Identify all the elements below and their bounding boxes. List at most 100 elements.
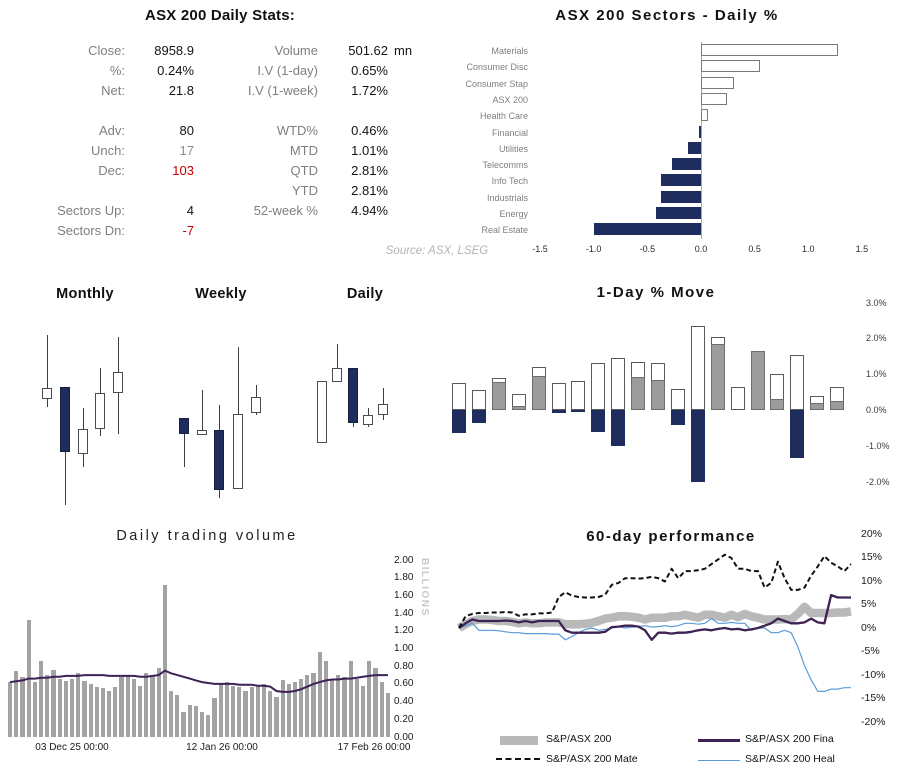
stats-value: -7 (182, 223, 194, 238)
stats-value: 21.8 (168, 83, 194, 98)
close-bar-negative (690, 410, 705, 482)
one-day-axis-tick: 2.0% (866, 333, 887, 344)
sectors-zero-axis (701, 42, 702, 239)
sector-axis-tick: 1.5 (855, 244, 869, 254)
stats-label: Sectors Dn: (57, 223, 125, 238)
volume-axis-tick: 1.20 (394, 625, 414, 637)
volume-bar (385, 692, 390, 737)
volume-bar (311, 673, 316, 737)
volume-date-tick: 17 Feb 26 00:00 (337, 742, 411, 753)
range-bar (452, 383, 466, 410)
sector-bar (701, 92, 727, 105)
candle-wick (46, 335, 48, 407)
candle-wick (201, 390, 203, 435)
stats-value: 0.65% (351, 63, 388, 78)
stats-value: 1.01% (351, 143, 388, 158)
close-bar-positive (531, 375, 546, 410)
volume-bar (193, 706, 198, 737)
volume-bar (20, 676, 25, 737)
range-bar (690, 325, 705, 410)
sector-label: Real Estate (481, 225, 528, 236)
volume-bar (45, 675, 50, 737)
stats-value: 4.94% (351, 203, 388, 218)
volume-axis-tick: 1.60 (394, 589, 414, 601)
volume-bar (169, 690, 174, 737)
close-bar-negative (790, 410, 805, 459)
stats-value: 501.62 (348, 43, 388, 58)
sector-bar (672, 158, 701, 171)
candle-panel-title: Daily (346, 286, 384, 302)
sector-axis-tick: 1.0 (802, 244, 815, 254)
performance-axis-tick: 10% (861, 574, 883, 587)
volume-bar (88, 683, 93, 737)
volume-axis-tick: 0.20 (394, 713, 414, 725)
sector-label: Telecomms (482, 160, 528, 171)
sector-label: Materials (491, 46, 528, 56)
volume-bar (243, 690, 248, 737)
one-day-axis-tick: 1.0% (866, 369, 887, 380)
candle-body (251, 397, 261, 413)
close-bar-negative (611, 410, 626, 446)
volume-bar (200, 712, 205, 737)
volume-bar (187, 705, 192, 737)
close-bar-positive (511, 406, 526, 410)
one-day-axis-tick: 3.0% (866, 297, 887, 308)
range-bar (551, 383, 566, 410)
range-bar (471, 390, 486, 410)
volume-bar (125, 675, 130, 737)
volume-axis-tick: 0.60 (394, 678, 414, 690)
volume-bar (14, 670, 19, 737)
volume-axis-tick: 0.40 (394, 696, 414, 708)
volume-bar (373, 667, 378, 737)
stats-value: 8958.9 (154, 43, 194, 58)
one-day-move-title: 1-Day % Move (596, 284, 716, 301)
stats-value: 0.24% (157, 63, 194, 78)
candle-body (332, 368, 342, 382)
performance-axis-tick: -5% (861, 645, 880, 657)
volume-bar (274, 697, 279, 737)
volume-axis-tick: 2.00 (394, 554, 414, 566)
volume-unit-label: BILLIONS (419, 558, 430, 617)
close-bar-negative (571, 410, 586, 413)
volume-bar (342, 676, 347, 737)
volume-bar (323, 660, 329, 737)
legend-label: S&P/ASX 200 Mate (546, 753, 638, 765)
legend-label: S&P/ASX 200 Fina (745, 733, 834, 745)
stats-panel-title: ASX 200 Daily Stats: (145, 7, 295, 24)
stats-label: Adv: (98, 123, 125, 138)
volume-axis-tick: 0.80 (394, 660, 414, 672)
volume-bar (162, 584, 168, 737)
volume-bar (379, 682, 384, 737)
candle-body (214, 430, 224, 490)
performance-axis-tick: 20% (861, 527, 883, 540)
stats-value: 103 (172, 163, 194, 178)
close-bar-positive (710, 343, 725, 410)
volume-axis-tick: 1.80 (394, 572, 414, 584)
close-bar-negative (452, 410, 466, 434)
legend-swatch-purple (698, 739, 740, 742)
volume-bar (206, 714, 211, 737)
candle-body (95, 393, 105, 429)
stats-label: Volume (274, 43, 318, 58)
range-bar (670, 388, 685, 410)
stats-label: YTD (292, 183, 318, 198)
candle-panel-title: Monthly (56, 286, 114, 302)
volume-bar (354, 679, 360, 737)
volume-bar (150, 675, 155, 737)
legend-swatch-blue (698, 759, 740, 761)
volume-date-tick: 03 Dec 25 00:00 (35, 742, 109, 753)
sector-bar (701, 109, 709, 122)
candle-panel (290, 280, 430, 515)
series-purple (458, 593, 851, 641)
sector-label: Industrials (486, 192, 528, 203)
volume-bar (175, 694, 180, 737)
volume-chart-title: Daily trading volume (116, 528, 298, 544)
volume-bar (249, 687, 254, 737)
volume-bar (138, 685, 143, 737)
performance-axis-tick: 15% (861, 551, 883, 563)
stats-value: 17 (179, 143, 194, 158)
volume-bar (38, 660, 44, 737)
close-bar-positive (750, 350, 765, 410)
volume-bar (32, 682, 37, 737)
